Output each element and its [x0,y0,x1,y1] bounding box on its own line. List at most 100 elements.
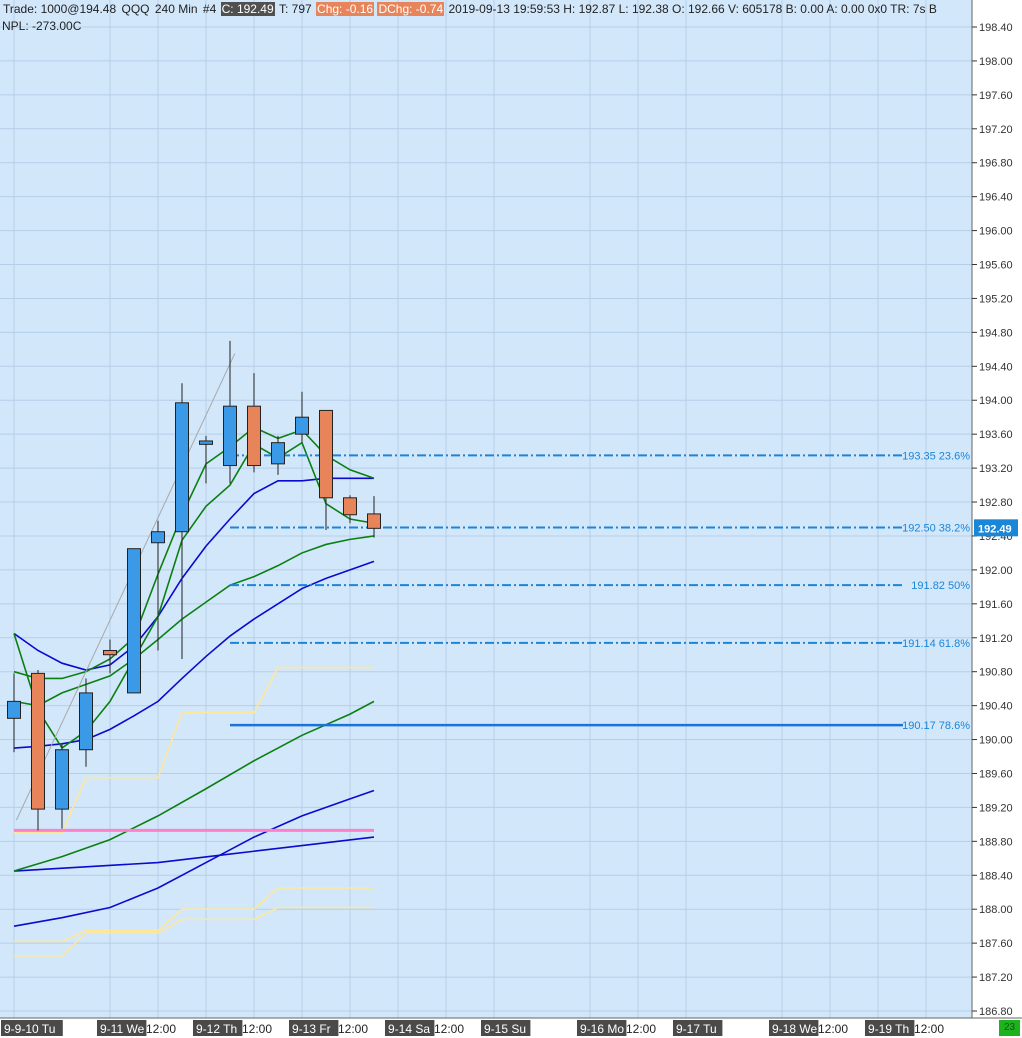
candle-body [175,402,189,533]
tick-count: T: 797 [279,2,312,16]
last-price-value: 192.49 [978,523,1012,535]
interval-label: 240 Min [154,2,198,16]
time-label: 9-16 Mo [580,1022,624,1036]
candle-body [127,548,141,694]
price-tick-label: 193.60 [979,429,1013,441]
candle-body [7,700,21,719]
time-label-bg [193,1020,243,1036]
close-value: C: 192.49 [220,2,275,16]
price-tick-label: 196.80 [979,158,1013,170]
time-label-bg [769,1020,819,1036]
price-tick-label: 186.80 [979,1006,1013,1018]
time-label: 12:00 [146,1022,176,1036]
indicator-line [13,700,375,872]
candle-body [343,497,357,516]
candle-body [31,672,45,810]
time-label: 9-9-10 Tu [4,1022,55,1036]
price-tick-label: 196.40 [979,192,1013,204]
indicator-line [14,666,374,834]
price-tick-label: 187.20 [979,972,1013,984]
time-label: 12:00 [434,1022,464,1036]
time-label: 9-11 We [100,1022,145,1036]
indicator-line [13,789,375,927]
fib-level-label: 192.50 38.2% [902,522,970,534]
price-tick-label: 190.80 [979,667,1013,679]
fib-level-label: 191.82 50% [911,580,970,592]
price-tick-label: 190.40 [979,701,1013,713]
candle-body [367,513,381,529]
grid-lines [0,0,972,1018]
time-label: 9-12 Th [196,1022,237,1036]
time-label-bg [97,1020,147,1036]
fibonacci-levels[interactable]: 193.35 23.6% 192.50 38.2% 191.82 50% 191.14… [230,450,970,732]
price-tick-label: 196.00 [979,226,1013,238]
trade-info: Trade: 1000@194.48 [3,2,117,16]
net-pl-label: NPL: -273.00C [2,19,82,33]
change-badge: Chg: -0.16 [316,2,375,16]
candle-body [55,749,69,810]
corner-badge[interactable]: 23 [999,1020,1020,1036]
time-label: 9-18 We [772,1022,817,1036]
price-tick-label: 188.00 [979,904,1013,916]
price-tick-label: 197.60 [979,90,1013,102]
price-tick-label: 191.20 [979,633,1013,645]
price-tick-label: 198.40 [979,22,1013,34]
price-tick-label: 187.60 [979,938,1013,950]
price-tick-label: 189.60 [979,768,1013,780]
time-label: 12:00 [242,1022,272,1036]
candle-body [151,531,165,544]
symbol-label: QQQ [121,2,150,16]
price-tick-label: 193.20 [979,463,1013,475]
indicator-line [13,477,374,671]
price-tick-label: 191.60 [979,599,1013,611]
indicator-line [13,836,375,872]
indicator-line [13,441,375,750]
price-tick-label: 195.20 [979,293,1013,305]
price-tick-label: 194.00 [979,395,1013,407]
time-label-bg [577,1020,627,1036]
indicator-line [14,906,374,957]
candle-body [295,416,309,435]
price-tick-label: 197.20 [979,124,1013,136]
daily-change-badge: DChg: -0.74 [377,2,445,16]
price-tick-label: 188.40 [979,870,1013,882]
time-label-bg [1,1020,63,1036]
fib-level-label: 193.35 23.6% [902,450,970,462]
indicator-line [13,426,375,680]
price-tick-label: 188.80 [979,836,1013,848]
candle-body [223,405,237,467]
indicator-line [14,887,374,943]
time-label-bg [673,1020,723,1036]
candle-body [247,405,261,467]
candle-body [271,442,285,465]
time-label: 9-19 Th [868,1022,909,1036]
time-axis[interactable]: 9-9-10 Tu 9-11 We 12:00 9-12 Th 12:00 9-13 Fr… [0,1017,1022,1038]
bar-number: #4 [202,2,217,16]
time-label: 9-17 Tu [676,1022,717,1036]
time-label: 9-13 Fr [292,1022,331,1036]
indicator-line [13,560,375,749]
quote-details: 2019-09-13 19:59:53 H: 192.87 L: 192.38 … [448,2,937,16]
quote-header: Trade: 1000@194.48 QQQ 240 Min #4 C: 192… [2,1,938,17]
price-tick-label: 192.00 [979,565,1013,577]
time-label: 12:00 [818,1022,848,1036]
time-label-bg [385,1020,435,1036]
candles [7,340,381,831]
price-tick-label: 194.80 [979,327,1013,339]
price-tick-label: 189.20 [979,802,1013,814]
time-label: 9-15 Su [484,1022,526,1036]
price-axis[interactable]: 198.40 198.00 197.60 197.20 196.80 196.40 196.… [971,0,1022,1018]
time-label-bg [289,1020,339,1036]
price-tick-label: 190.00 [979,735,1013,747]
time-label-bg [481,1020,531,1036]
time-label: 9-14 Sa [388,1022,430,1036]
time-label-bg [865,1020,915,1036]
price-axis-bg [972,0,1022,1018]
time-label: 12:00 [914,1022,944,1036]
time-label: 12:00 [626,1022,656,1036]
price-tick-label: 192.80 [979,497,1013,509]
price-tick-label: 198.00 [979,56,1013,68]
last-price-tag [974,519,1018,537]
